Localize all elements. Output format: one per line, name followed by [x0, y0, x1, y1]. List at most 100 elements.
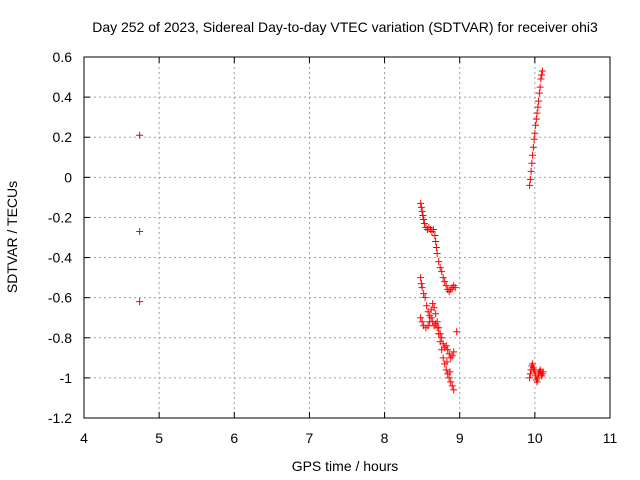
data-point — [419, 211, 427, 219]
data-point — [432, 244, 440, 252]
data-point — [442, 282, 450, 290]
y-tick-label: 0 — [64, 169, 72, 185]
data-point — [446, 368, 454, 376]
data-point — [450, 348, 458, 356]
y-tick-label: -1.2 — [48, 410, 72, 426]
grid — [84, 57, 610, 418]
y-tick-label: -0.4 — [48, 250, 72, 266]
data-point — [424, 322, 432, 330]
data-point — [420, 215, 428, 223]
data-point — [535, 89, 543, 97]
data-point — [442, 366, 450, 374]
data-point — [444, 346, 452, 354]
data-point — [431, 231, 439, 239]
data-point — [429, 300, 437, 308]
data-point — [417, 274, 425, 282]
data-point — [438, 346, 446, 354]
data-point — [136, 227, 144, 235]
data-point — [526, 370, 534, 378]
data-point — [136, 131, 144, 139]
data-point — [538, 67, 546, 75]
data-point — [532, 121, 540, 129]
data-point — [418, 284, 426, 292]
data-point — [534, 103, 542, 111]
x-tick-label: 8 — [381, 430, 389, 446]
data-point — [535, 97, 543, 105]
data-point — [531, 129, 539, 137]
data-point — [436, 264, 444, 272]
data-point — [526, 181, 534, 189]
data-point — [420, 219, 428, 227]
data-point — [529, 151, 537, 159]
y-tick-label: -0.2 — [48, 209, 72, 225]
x-axis: 4 5 6 7 8 9 10 11 — [80, 57, 617, 446]
data-point — [417, 203, 425, 211]
data-point — [421, 294, 429, 302]
plot-frame — [83, 56, 611, 419]
data-point — [451, 284, 459, 292]
data-point — [453, 328, 461, 336]
data-point — [427, 314, 435, 322]
y-axis: -1.2 -1 -0.8 -0.6 -0.4 -0.2 0 0.2 0.4 0.6 — [48, 49, 610, 426]
data-point — [539, 368, 547, 376]
data-point — [435, 258, 443, 266]
data-point — [530, 135, 538, 143]
chart-title: Day 252 of 2023, Sidereal Day-to-day VTE… — [92, 19, 598, 35]
data-point — [423, 302, 431, 310]
data-point — [438, 334, 446, 342]
data-point — [448, 352, 456, 360]
x-tick-label: 11 — [603, 430, 618, 446]
data-point — [533, 378, 541, 386]
data-point — [433, 324, 441, 332]
data-point — [435, 330, 443, 338]
x-tick-label: 9 — [456, 430, 464, 446]
data-point — [418, 318, 426, 326]
y-tick-label: -1 — [60, 370, 73, 386]
data-point — [526, 374, 534, 382]
data-points — [136, 67, 547, 394]
data-point — [441, 278, 449, 286]
data-point — [432, 238, 440, 246]
data-point — [536, 83, 544, 91]
data-point — [417, 199, 425, 207]
data-point — [528, 159, 536, 167]
data-point — [432, 310, 440, 318]
data-point — [418, 207, 426, 215]
x-tick-label: 5 — [155, 430, 163, 446]
data-point — [445, 374, 453, 382]
y-tick-label: -0.8 — [48, 330, 72, 346]
x-tick-label: 10 — [527, 430, 543, 446]
data-point — [429, 225, 437, 233]
data-point — [432, 320, 440, 328]
x-tick-label: 6 — [230, 430, 238, 446]
data-point — [450, 386, 458, 394]
data-point — [433, 250, 441, 258]
data-point — [534, 374, 542, 382]
data-point — [430, 304, 438, 312]
data-point — [529, 143, 537, 151]
y-tick-label: 0.6 — [53, 49, 73, 65]
data-point — [439, 274, 447, 282]
data-point — [538, 71, 546, 79]
data-point — [532, 115, 540, 123]
data-point — [443, 358, 451, 366]
y-axis-label: SDTVAR / TECUs — [4, 181, 20, 293]
data-point — [436, 338, 444, 346]
data-point — [417, 314, 425, 322]
data-point — [439, 354, 447, 362]
data-point — [438, 268, 446, 276]
data-point — [529, 360, 537, 368]
x-tick-label: 4 — [80, 430, 88, 446]
data-point — [448, 382, 456, 390]
data-point — [533, 109, 541, 117]
x-axis-label: GPS time / hours — [292, 458, 399, 474]
y-tick-label: 0.4 — [53, 89, 73, 105]
data-point — [442, 342, 450, 350]
y-tick-label: 0.2 — [53, 129, 73, 145]
data-point — [447, 378, 455, 386]
data-point — [136, 298, 144, 306]
data-point — [537, 75, 545, 83]
data-point — [417, 280, 425, 288]
x-tick-label: 7 — [306, 430, 314, 446]
